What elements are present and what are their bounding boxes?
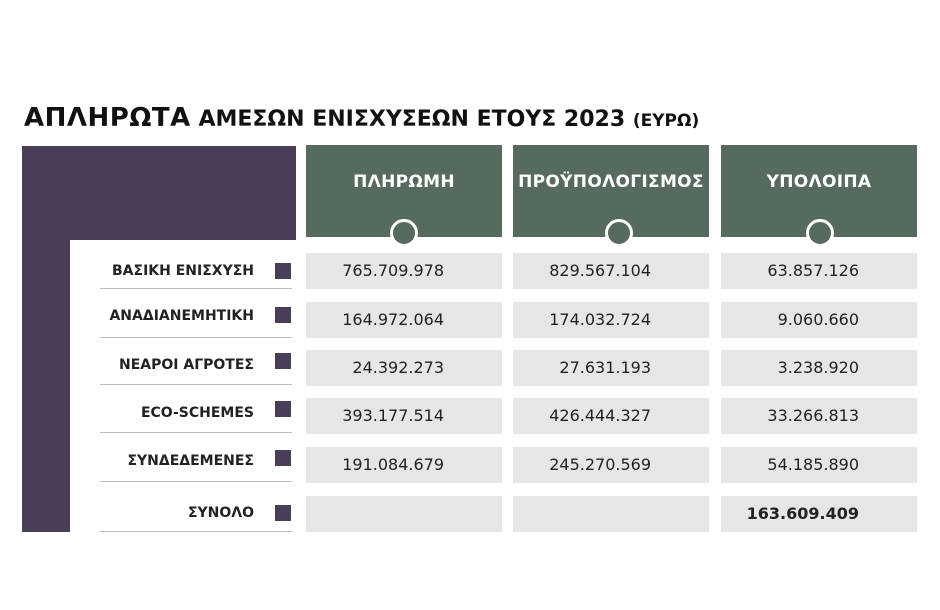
header-circle-marker xyxy=(806,219,834,247)
table-cell: 393.177.514 xyxy=(306,398,502,434)
header-circle-marker xyxy=(390,219,418,247)
row-label-basic-support: ΒΑΣΙΚΗ ΕΝΙΣΧΥΣΗ xyxy=(112,263,254,279)
table-cell: 829.567.104 xyxy=(513,253,709,289)
table-cell: 27.631.193 xyxy=(513,350,709,386)
row-marker xyxy=(275,263,291,279)
table-cell: 765.709.978 xyxy=(306,253,502,289)
table-cell: 426.444.327 xyxy=(513,398,709,434)
table-cell: 24.392.273 xyxy=(306,350,502,386)
chart-title: ΑΠΛΗΡΩΤΑ ΑΜΕΣΩΝ ΕΝΙΣΧΥΣΕΩΝ ΕΤΟΥΣ 2023 (Ε… xyxy=(24,98,699,141)
row-marker xyxy=(275,353,291,369)
row-marker xyxy=(275,505,291,521)
table-cell: 54.185.890 xyxy=(721,447,917,483)
table-cell-total: 163.609.409 xyxy=(721,496,917,532)
title-regular-part: ΑΜΕΣΩΝ ΕΝΙΣΧΥΣΕΩΝ ΕΤΟΥΣ 2023 xyxy=(198,107,626,132)
row-divider xyxy=(100,531,292,532)
table-cell-empty xyxy=(513,496,709,532)
row-divider xyxy=(100,432,292,433)
row-label-eco-schemes: ECO-SCHEMES xyxy=(140,405,254,421)
row-label-redistributive: ΑΝΑΔΙΑΝΕΜΗΤΙΚΗ xyxy=(109,308,254,324)
row-marker xyxy=(275,450,291,466)
table-cell: 9.060.660 xyxy=(721,302,917,338)
row-divider xyxy=(100,337,292,338)
table-cell: 33.266.813 xyxy=(721,398,917,434)
title-bold-part: ΑΠΛΗΡΩΤΑ xyxy=(24,103,191,133)
table-cell: 174.032.724 xyxy=(513,302,709,338)
title-unit: (ΕΥΡΩ) xyxy=(632,111,700,131)
row-divider xyxy=(100,288,292,289)
row-marker xyxy=(275,401,291,417)
table-cell: 245.270.569 xyxy=(513,447,709,483)
table-cell: 164.972.064 xyxy=(306,302,502,338)
row-divider xyxy=(100,384,292,385)
table-cell-empty xyxy=(306,496,502,532)
row-label-total: ΣΥΝΟΛΟ xyxy=(187,505,254,521)
header-circle-marker xyxy=(605,219,633,247)
row-label-coupled: ΣΥΝΔΕΔΕΜΕΝΕΣ xyxy=(127,453,254,469)
table-cell: 63.857.126 xyxy=(721,253,917,289)
table-cell: 3.238.920 xyxy=(721,350,917,386)
row-label-young-farmers: ΝΕΑΡΟΙ ΑΓΡΟΤΕΣ xyxy=(119,357,254,373)
row-marker xyxy=(275,307,291,323)
table-cell: 191.084.679 xyxy=(306,447,502,483)
row-divider xyxy=(100,481,292,482)
